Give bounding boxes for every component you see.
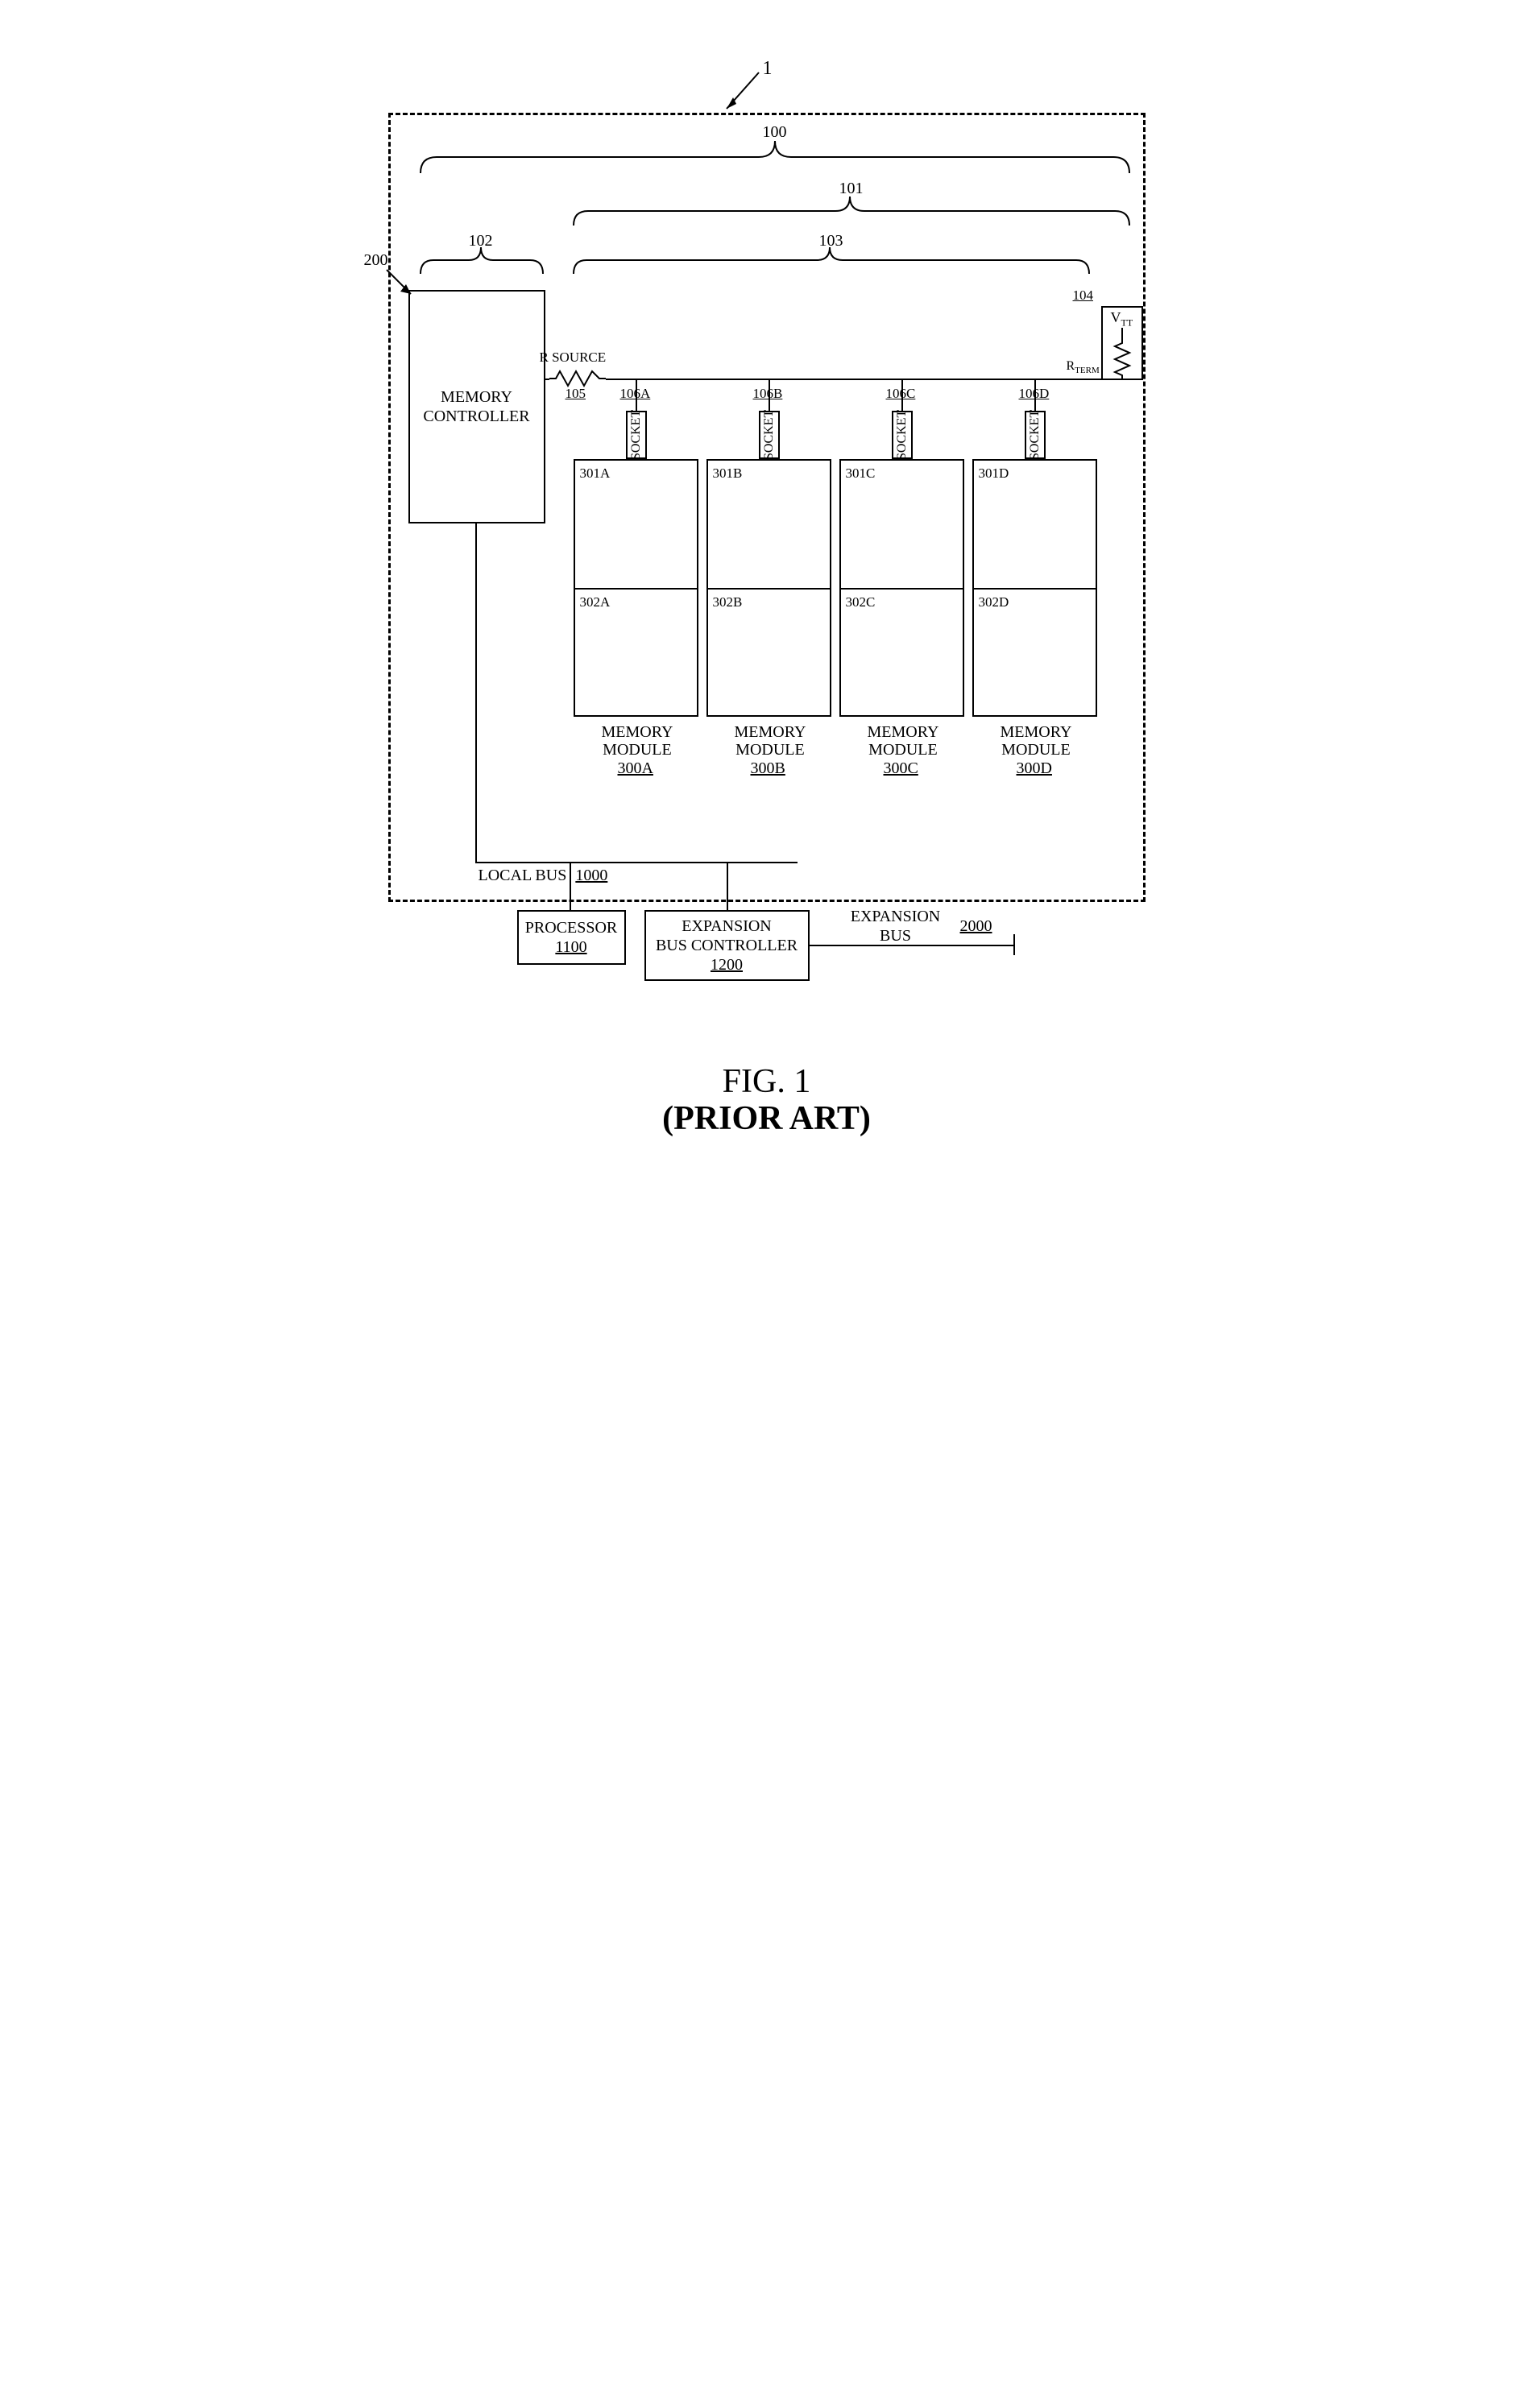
processor-num: 1100 (555, 937, 586, 957)
module-D-top: 301D (979, 465, 1009, 482)
bracket-102-label: 102 (469, 232, 493, 250)
local-bus-text: LOCAL BUS (479, 867, 567, 884)
module-B-top: 301B (713, 465, 743, 482)
module-B-num: 300B (751, 759, 785, 777)
fig-title-line1: FIG. 1 (646, 1063, 888, 1100)
vtt-sub: TT (1121, 317, 1133, 329)
bracket-103-label: 103 (819, 232, 843, 250)
processor-box: PROCESSOR 1100 (517, 910, 626, 965)
exp-bus-num: 2000 (960, 916, 992, 936)
stub-C (901, 379, 903, 411)
module-D-num: 300D (1017, 759, 1052, 777)
bracket-101-label: 101 (839, 180, 864, 197)
exp-ctrl-box: EXPANSION BUS CONTROLLER 1200 (644, 910, 810, 981)
module-A-label: MEMORY MODULE (602, 723, 673, 759)
pointer-200-arrow (380, 266, 421, 302)
module-C-div (839, 588, 964, 590)
vtt-label: VTT (1111, 310, 1133, 329)
processor-text: PROCESSOR (525, 918, 618, 937)
bus-line (545, 379, 1109, 380)
exp-bus-tick (1013, 934, 1015, 955)
diagram-canvas: 1 100 101 102 103 MEMORY CONTROLLER 200 … (364, 32, 1170, 1240)
terminator-num: 104 (1073, 288, 1094, 304)
mc-to-localbus (475, 523, 477, 862)
vtt-v: V (1111, 309, 1121, 325)
module-D-label: MEMORY MODULE (1001, 723, 1072, 759)
module-D-bot: 302D (979, 594, 1009, 610)
exp-bus-box: EXPANSION BUS 2000 (835, 910, 992, 942)
stub-B (769, 379, 770, 411)
module-A-num: 300A (618, 759, 653, 777)
pointer-200-label: 200 (364, 251, 388, 269)
stub-D (1034, 379, 1036, 411)
module-A-div (574, 588, 698, 590)
module-A-top: 301A (580, 465, 611, 482)
proc-stub (570, 862, 571, 910)
r-source-num: 105 (566, 387, 586, 402)
module-B-div (706, 588, 831, 590)
module-B-label: MEMORY MODULE (735, 723, 806, 759)
exp-ctrl-text: EXPANSION BUS CONTROLLER (656, 916, 798, 955)
module-C-bot: 302C (846, 594, 876, 610)
expctrl-stub (727, 862, 728, 910)
socket-B: SOCKET (759, 411, 780, 459)
module-C-label: MEMORY MODULE (868, 723, 939, 759)
module-B-bot: 302B (713, 594, 743, 610)
socket-D: SOCKET (1025, 411, 1046, 459)
socket-C: SOCKET (892, 411, 913, 459)
r-source-label: R SOURCE (540, 350, 607, 366)
socket-A: SOCKET (626, 411, 647, 459)
bracket-100-label: 100 (763, 123, 787, 141)
stub-A (636, 379, 637, 411)
module-D-div (972, 588, 1097, 590)
exp-ctrl-num: 1200 (711, 955, 743, 974)
module-C-top: 301C (846, 465, 876, 482)
local-bus-line (475, 862, 798, 863)
module-C-num: 300C (884, 759, 918, 777)
bus-to-term (1108, 379, 1110, 380)
fig-title-line2: (PRIOR ART) (646, 1100, 888, 1137)
rterm-r: R (1067, 359, 1075, 373)
figure-title: FIG. 1 (PRIOR ART) (646, 1063, 888, 1137)
rterm-label: RTERM (1067, 359, 1100, 375)
module-A-bot: 302A (580, 594, 611, 610)
local-bus-num: 1000 (575, 867, 607, 884)
pointer-1-label: 1 (763, 58, 773, 79)
pointer-1-arrow (719, 68, 767, 117)
rterm-resistor (1112, 338, 1132, 380)
memory-controller-box: MEMORY CONTROLLER (408, 290, 545, 523)
local-bus-label: LOCAL BUS 1000 (479, 867, 608, 884)
rterm-sub: TERM (1075, 366, 1100, 375)
exp-bus-text: EXPANSION BUS (835, 907, 956, 945)
